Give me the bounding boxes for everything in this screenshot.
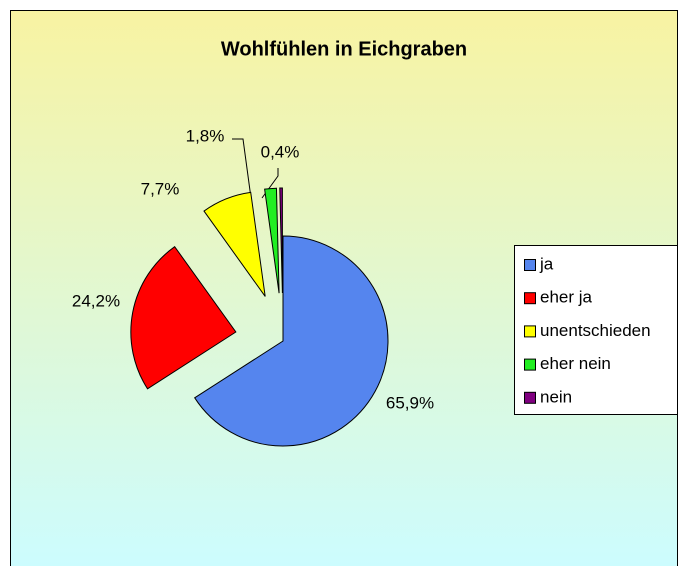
legend-label: eher ja <box>540 288 593 307</box>
data-label: 0,4% <box>261 142 300 161</box>
leader-line <box>232 138 252 199</box>
legend-label: eher nein <box>540 354 611 373</box>
chart-title: Wohlfühlen in Eichgraben <box>221 38 467 60</box>
pie-slice <box>279 187 283 294</box>
legend-swatch <box>524 325 536 338</box>
data-label: 1,8% <box>186 126 225 145</box>
legend-label: ja <box>539 254 554 273</box>
pie-slice <box>264 187 280 294</box>
legend-swatch <box>524 358 536 371</box>
data-label: 65,9% <box>386 393 434 412</box>
legend-swatch <box>524 259 536 271</box>
data-label: 7,7% <box>141 179 180 198</box>
legend-swatch <box>524 292 536 305</box>
legend-swatch <box>524 391 536 404</box>
legend <box>514 245 678 415</box>
pie-slice <box>203 191 266 297</box>
data-label: 24,2% <box>72 291 120 310</box>
pie-slice <box>194 235 389 447</box>
legend-label: unentschieden <box>540 321 651 340</box>
legend-label: nein <box>540 387 572 406</box>
pie-slice <box>130 245 237 390</box>
